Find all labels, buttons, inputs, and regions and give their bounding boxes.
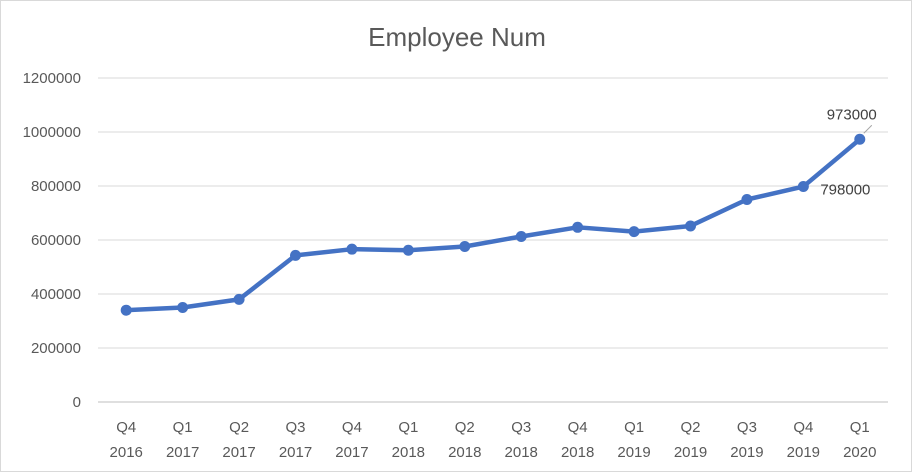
x-tick-label-year: 2018 — [392, 444, 425, 461]
x-tick-label-quarter: Q3 — [285, 419, 305, 436]
x-tick-label-quarter: Q3 — [737, 419, 757, 436]
y-tick-label: 0 — [73, 394, 81, 411]
data-label: 798000 — [820, 182, 870, 199]
x-tick-label-year: 2019 — [787, 444, 820, 461]
x-tick-label-year: 2019 — [617, 444, 650, 461]
x-tick-label-quarter: Q1 — [398, 419, 418, 436]
gridlines — [98, 77, 888, 403]
x-tick-label-year: 2018 — [561, 444, 594, 461]
chart-title: Employee Num — [368, 22, 546, 52]
data-point — [459, 240, 471, 252]
x-tick-label-quarter: Q4 — [116, 419, 136, 436]
data-label: 973000 — [827, 106, 877, 123]
x-tick-label-quarter: Q1 — [173, 419, 193, 436]
y-tick-label: 600000 — [31, 232, 81, 249]
y-tick-label: 400000 — [31, 286, 81, 303]
data-point — [854, 133, 866, 145]
data-point — [346, 243, 358, 255]
x-tick-label-quarter: Q3 — [511, 419, 531, 436]
x-tick-label-year: 2017 — [166, 444, 199, 461]
x-tick-label-year: 2017 — [335, 444, 368, 461]
x-tick-label-quarter: Q2 — [229, 419, 249, 436]
x-tick-label-year: 2017 — [222, 444, 255, 461]
x-tick-label-quarter: Q2 — [455, 419, 475, 436]
data-point — [515, 230, 527, 242]
x-tick-label-year: 2016 — [110, 444, 143, 461]
series-layer — [120, 133, 866, 316]
y-tick-label: 800000 — [31, 178, 81, 195]
x-tick-label-quarter: Q4 — [568, 419, 588, 436]
data-point — [572, 221, 584, 233]
data-point — [290, 249, 301, 261]
x-tick-label-year: 2019 — [730, 444, 763, 461]
y-tick-label: 1200000 — [23, 70, 81, 87]
data-point — [628, 226, 640, 238]
x-tick-label-year: 2019 — [674, 444, 707, 461]
x-tick-label-quarter: Q1 — [624, 419, 644, 436]
x-axis-ticks: Q4 2016 Q1 2017 Q2 2017 Q3 2017 Q4 2017 Q1 2018 Q2 20… — [110, 419, 877, 461]
data-point — [177, 302, 189, 313]
x-tick-label-year: 2018 — [448, 444, 481, 461]
x-tick-label-year: 2017 — [279, 444, 312, 461]
data-point — [233, 293, 245, 305]
series-line — [123, 137, 863, 313]
x-tick-label-quarter: Q4 — [793, 419, 813, 436]
y-tick-label: 200000 — [31, 340, 81, 357]
data-point — [120, 304, 132, 316]
x-tick-label-year: 2018 — [505, 444, 538, 461]
data-label-leader — [863, 124, 873, 134]
x-tick-label-year: 2020 — [843, 444, 876, 461]
data-point — [402, 244, 414, 256]
y-tick-label: 1000000 — [23, 124, 81, 141]
x-tick-label-quarter: Q4 — [342, 419, 362, 436]
data-labels: 798000 973000 — [820, 106, 876, 198]
data-point — [685, 220, 696, 232]
x-tick-label-quarter: Q2 — [680, 419, 700, 436]
data-point — [797, 181, 809, 193]
data-point — [741, 194, 753, 205]
x-tick-label-quarter: Q1 — [850, 419, 870, 436]
y-axis-ticks: 0 200000 400000 600000 800000 1000000 1200000 — [23, 70, 81, 411]
